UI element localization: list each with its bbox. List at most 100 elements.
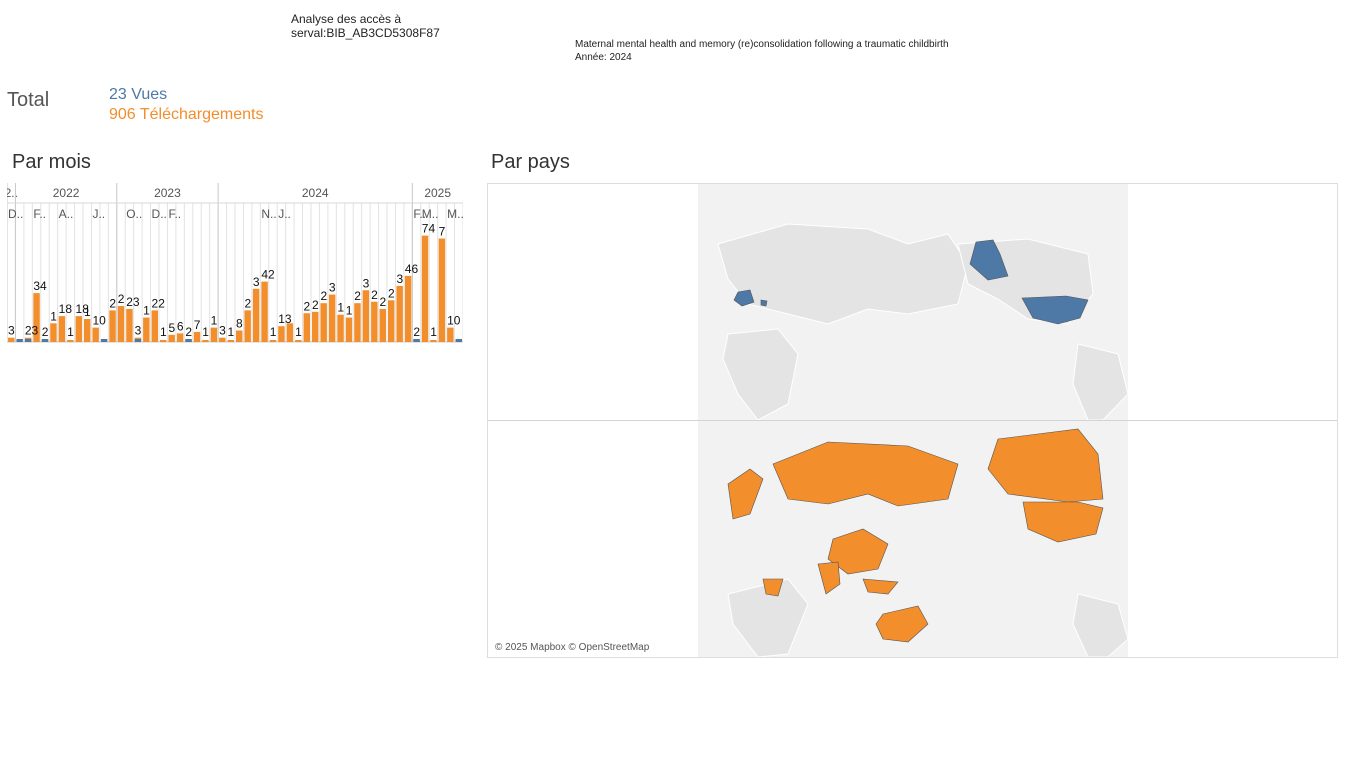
download-bar	[328, 294, 336, 342]
bar-data-label: 3	[329, 281, 336, 295]
total-views: 23 Vues	[109, 86, 168, 103]
download-bar	[295, 340, 302, 342]
bar-data-label: 1	[337, 301, 344, 315]
bar-data-label: 2	[185, 325, 192, 339]
bar-data-label: 1	[295, 325, 302, 339]
bar-data-label: 2	[304, 299, 311, 313]
month-label: N..	[261, 207, 276, 221]
download-bar	[143, 317, 150, 342]
download-bar	[404, 275, 412, 342]
publication-year: Année: 2024	[575, 52, 632, 63]
bar-data-label: 1	[67, 325, 74, 339]
month-label: F..	[168, 207, 181, 221]
download-bar	[84, 319, 91, 342]
bar-data-label: 10	[92, 314, 106, 328]
download-bar	[75, 316, 82, 342]
download-bar	[252, 288, 260, 342]
download-bar	[337, 314, 344, 342]
download-bar	[8, 337, 15, 342]
view-bar	[413, 339, 420, 342]
bar-data-label: 23	[25, 324, 39, 338]
download-bar	[345, 317, 353, 342]
download-bar	[151, 310, 158, 342]
by-country-title: Par pays	[491, 151, 570, 173]
bar-data-label: 7	[194, 318, 201, 332]
bar-data-label: 2	[354, 289, 361, 303]
country-map[interactable]: © 2025 Mapbox © OpenStreetMap	[487, 183, 1338, 658]
downloads-map-panel	[698, 421, 1129, 658]
map-canvas[interactable]	[488, 184, 1337, 658]
bar-data-label: 42	[261, 268, 275, 282]
views-alaska-shape	[969, 239, 1009, 281]
downloads-india-shape	[817, 561, 841, 595]
download-bar	[117, 306, 125, 342]
download-bar	[278, 326, 285, 342]
bar-data-label: 3	[8, 324, 15, 338]
bar-data-label: 2	[42, 325, 49, 339]
bar-data-label: 1	[202, 325, 209, 339]
publication-title: Maternal mental health and memory (re)co…	[575, 39, 949, 50]
month-label: J..	[278, 207, 291, 221]
download-bar	[430, 340, 437, 342]
bar-data-label: 2	[244, 296, 251, 310]
month-label: F..	[413, 207, 426, 221]
download-bar	[168, 334, 175, 342]
download-bar	[67, 340, 74, 342]
by-month-title: Par mois	[12, 151, 91, 173]
bar-data-label: 18	[59, 302, 73, 316]
year-label: 2022	[53, 186, 80, 200]
downloads-russia-shape	[772, 441, 959, 507]
downloads-africa-land	[727, 578, 809, 658]
bar-data-label: 3	[219, 324, 226, 338]
download-bar	[388, 300, 395, 342]
bar-data-label: 34	[33, 279, 47, 293]
bar-data-label: 1	[160, 325, 167, 339]
bar-data-label: 1	[270, 325, 277, 339]
month-label: J..	[92, 207, 105, 221]
download-bar	[244, 310, 251, 342]
download-bar	[421, 235, 429, 342]
views-eurasia-land	[717, 223, 969, 325]
download-bar	[447, 327, 454, 342]
download-bar	[219, 337, 226, 342]
bar-data-label: 2	[380, 295, 387, 309]
bar-data-label: 22	[152, 296, 166, 310]
total-downloads: 906 Téléchargements	[109, 106, 264, 123]
map-credit: © 2025 Mapbox © OpenStreetMap	[495, 642, 650, 653]
download-bar	[261, 281, 268, 342]
bar-data-label: 10	[447, 314, 461, 328]
bar-data-label: 2	[118, 292, 125, 306]
download-bar	[396, 285, 403, 342]
download-bar	[312, 311, 319, 342]
view-bar	[134, 339, 142, 342]
year-label: 2023	[154, 186, 181, 200]
download-bar	[193, 331, 201, 342]
bar-data-label: 2	[413, 325, 420, 339]
report-title: Analyse des accès à serval:BIB_AB3CD5308…	[291, 12, 440, 40]
bar-data-label: 1	[430, 325, 437, 339]
bar-data-label: 1	[50, 309, 57, 323]
download-bar	[202, 340, 209, 342]
bar-data-label: 46	[405, 262, 419, 276]
year-label: 2..	[7, 186, 18, 200]
bar-data-label: 1	[228, 325, 235, 339]
download-bar	[320, 303, 327, 342]
bar-data-label: 8	[236, 317, 243, 331]
downloads-china-shape	[827, 528, 889, 575]
download-bar	[354, 303, 361, 342]
download-bar	[227, 340, 234, 342]
downloads-canada-shape	[987, 428, 1104, 503]
views-france-shape	[733, 289, 755, 307]
bar-data-label: 2	[371, 288, 378, 302]
downloads-usa-shape	[1022, 501, 1104, 543]
bar-data-label: 2	[388, 286, 395, 300]
publication-info: Maternal mental health and memory (re)co…	[575, 38, 949, 64]
view-bar	[16, 339, 23, 342]
bar-data-label: 23	[126, 295, 140, 309]
download-bar	[176, 333, 184, 342]
month-label: O..	[126, 207, 142, 221]
download-bar	[210, 327, 218, 342]
bar-data-label: 18	[76, 302, 90, 316]
bar-data-label: 1	[84, 305, 91, 319]
